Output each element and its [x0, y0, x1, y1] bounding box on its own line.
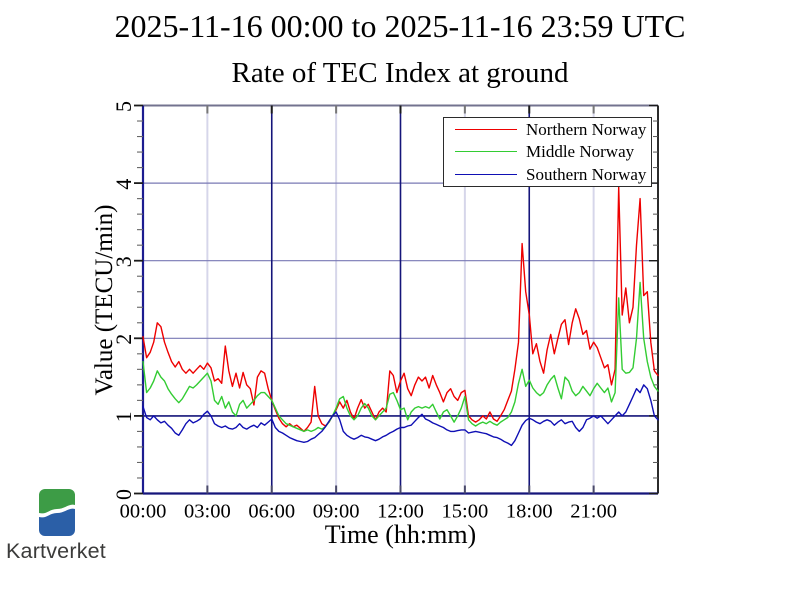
legend: Northern Norway Middle Norway Southern Nor… — [443, 117, 652, 187]
y-tick-label: 4 — [111, 179, 136, 190]
x-tick-label: 06:00 — [248, 501, 295, 523]
legend-line-swatch — [455, 151, 517, 153]
kartverket-logo-icon — [39, 489, 75, 536]
legend-item-middle-norway: Middle Norway — [444, 141, 651, 163]
chart-subtitle: Rate of TEC Index at ground — [231, 57, 569, 89]
series-southern-norway — [142, 384, 659, 447]
legend-label: Southern Norway — [526, 165, 647, 185]
legend-label: Middle Norway — [526, 142, 635, 162]
y-tick-label: 3 — [111, 256, 136, 267]
x-tick-label: 15:00 — [442, 501, 489, 523]
y-tick-label: 1 — [111, 411, 136, 422]
legend-item-southern-norway: Southern Norway — [444, 164, 651, 186]
x-tick-label: 09:00 — [313, 501, 360, 523]
legend-line-swatch — [455, 128, 517, 130]
x-tick-label: 03:00 — [184, 501, 231, 523]
x-tick-label: 21:00 — [570, 501, 617, 523]
kartverket-wordmark: Kartverket — [6, 539, 106, 563]
series-northern-norway — [142, 186, 659, 433]
x-tick-label: 18:00 — [506, 501, 553, 523]
legend-item-northern-norway: Northern Norway — [444, 118, 651, 140]
y-tick-label: 2 — [111, 334, 136, 345]
x-tick-label: 00:00 — [120, 501, 167, 523]
legend-label: Northern Norway — [526, 119, 647, 139]
legend-line-swatch — [455, 174, 517, 176]
series-middle-norway — [142, 281, 659, 433]
x-axis-label: Time (hh:mm) — [324, 520, 477, 549]
y-tick-label: 0 — [111, 489, 136, 500]
y-axis-label: Value (TECU/min) — [91, 204, 118, 396]
chart-title-date-range: 2025-11-16 00:00 to 2025-11-16 23:59 UTC — [114, 8, 686, 44]
logo-green-wave — [39, 489, 75, 514]
x-tick-label: 12:00 — [377, 501, 424, 523]
logo-blue-wave — [39, 508, 75, 536]
y-tick-label: 5 — [111, 101, 136, 112]
